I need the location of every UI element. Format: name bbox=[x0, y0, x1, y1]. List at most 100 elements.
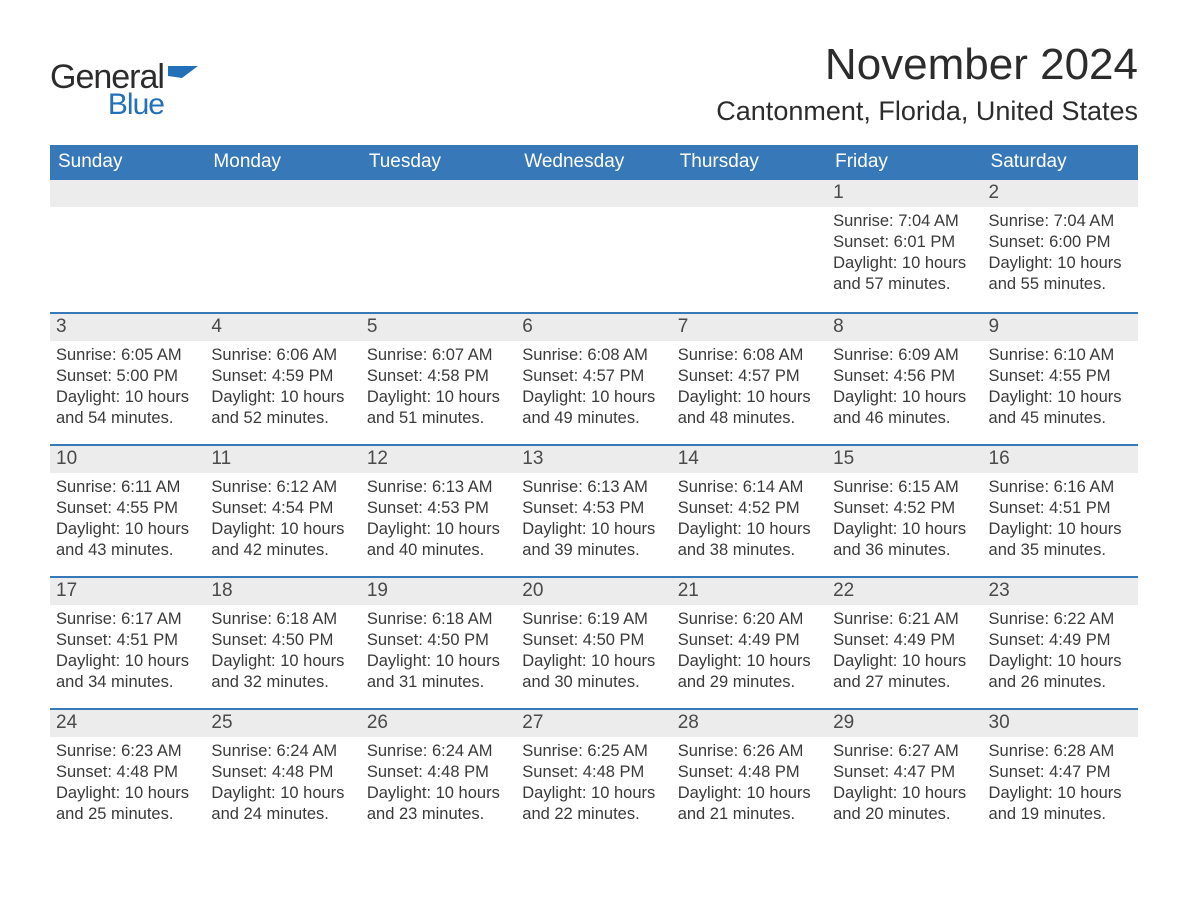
sunset-text: Sunset: 4:54 PM bbox=[211, 498, 354, 519]
day-body: Sunrise: 6:05 AMSunset: 5:00 PMDaylight:… bbox=[50, 341, 205, 435]
sunrise-text: Sunrise: 6:07 AM bbox=[367, 345, 510, 366]
daylight-text: Daylight: 10 hours and 24 minutes. bbox=[211, 783, 354, 825]
day-body: Sunrise: 6:21 AMSunset: 4:49 PMDaylight:… bbox=[827, 605, 982, 699]
sunset-text: Sunset: 4:57 PM bbox=[678, 366, 821, 387]
daylight-text: Daylight: 10 hours and 55 minutes. bbox=[989, 253, 1132, 295]
day-cell: 4Sunrise: 6:06 AMSunset: 4:59 PMDaylight… bbox=[205, 314, 360, 444]
sunset-text: Sunset: 4:48 PM bbox=[56, 762, 199, 783]
daylight-text: Daylight: 10 hours and 19 minutes. bbox=[989, 783, 1132, 825]
daylight-text: Daylight: 10 hours and 51 minutes. bbox=[367, 387, 510, 429]
sunrise-text: Sunrise: 6:08 AM bbox=[678, 345, 821, 366]
sunrise-text: Sunrise: 6:24 AM bbox=[211, 741, 354, 762]
day-body: Sunrise: 6:08 AMSunset: 4:57 PMDaylight:… bbox=[672, 341, 827, 435]
day-cell: 10Sunrise: 6:11 AMSunset: 4:55 PMDayligh… bbox=[50, 446, 205, 576]
day-number-empty bbox=[50, 180, 205, 207]
sunrise-text: Sunrise: 6:15 AM bbox=[833, 477, 976, 498]
day-body: Sunrise: 6:23 AMSunset: 4:48 PMDaylight:… bbox=[50, 737, 205, 831]
day-body: Sunrise: 6:18 AMSunset: 4:50 PMDaylight:… bbox=[361, 605, 516, 699]
day-number: 16 bbox=[983, 446, 1138, 473]
day-cell: 13Sunrise: 6:13 AMSunset: 4:53 PMDayligh… bbox=[516, 446, 671, 576]
daylight-text: Daylight: 10 hours and 54 minutes. bbox=[56, 387, 199, 429]
day-number: 1 bbox=[827, 180, 982, 207]
sunset-text: Sunset: 4:52 PM bbox=[678, 498, 821, 519]
day-number: 18 bbox=[205, 578, 360, 605]
day-body: Sunrise: 6:25 AMSunset: 4:48 PMDaylight:… bbox=[516, 737, 671, 831]
day-cell: 5Sunrise: 6:07 AMSunset: 4:58 PMDaylight… bbox=[361, 314, 516, 444]
daylight-text: Daylight: 10 hours and 34 minutes. bbox=[56, 651, 199, 693]
day-number: 30 bbox=[983, 710, 1138, 737]
day-body: Sunrise: 6:16 AMSunset: 4:51 PMDaylight:… bbox=[983, 473, 1138, 567]
day-number-empty bbox=[205, 180, 360, 207]
day-number: 7 bbox=[672, 314, 827, 341]
day-cell: 18Sunrise: 6:18 AMSunset: 4:50 PMDayligh… bbox=[205, 578, 360, 708]
day-cell: 24Sunrise: 6:23 AMSunset: 4:48 PMDayligh… bbox=[50, 710, 205, 840]
day-cell: 26Sunrise: 6:24 AMSunset: 4:48 PMDayligh… bbox=[361, 710, 516, 840]
daylight-text: Daylight: 10 hours and 21 minutes. bbox=[678, 783, 821, 825]
day-number: 2 bbox=[983, 180, 1138, 207]
day-body: Sunrise: 6:22 AMSunset: 4:49 PMDaylight:… bbox=[983, 605, 1138, 699]
day-cell: 8Sunrise: 6:09 AMSunset: 4:56 PMDaylight… bbox=[827, 314, 982, 444]
sunset-text: Sunset: 4:48 PM bbox=[211, 762, 354, 783]
sunrise-text: Sunrise: 6:19 AM bbox=[522, 609, 665, 630]
sunrise-text: Sunrise: 6:13 AM bbox=[367, 477, 510, 498]
day-number: 5 bbox=[361, 314, 516, 341]
day-cell: 16Sunrise: 6:16 AMSunset: 4:51 PMDayligh… bbox=[983, 446, 1138, 576]
day-body: Sunrise: 6:24 AMSunset: 4:48 PMDaylight:… bbox=[361, 737, 516, 831]
weekday-header: Tuesday bbox=[361, 145, 516, 180]
day-number: 28 bbox=[672, 710, 827, 737]
week-row: 24Sunrise: 6:23 AMSunset: 4:48 PMDayligh… bbox=[50, 708, 1138, 840]
day-cell: 1Sunrise: 7:04 AMSunset: 6:01 PMDaylight… bbox=[827, 180, 982, 312]
weekday-header: Wednesday bbox=[516, 145, 671, 180]
weekday-header-row: SundayMondayTuesdayWednesdayThursdayFrid… bbox=[50, 145, 1138, 180]
week-row: 3Sunrise: 6:05 AMSunset: 5:00 PMDaylight… bbox=[50, 312, 1138, 444]
sunset-text: Sunset: 4:50 PM bbox=[367, 630, 510, 651]
week-row: 1Sunrise: 7:04 AMSunset: 6:01 PMDaylight… bbox=[50, 180, 1138, 312]
day-cell: 15Sunrise: 6:15 AMSunset: 4:52 PMDayligh… bbox=[827, 446, 982, 576]
daylight-text: Daylight: 10 hours and 52 minutes. bbox=[211, 387, 354, 429]
day-cell: 22Sunrise: 6:21 AMSunset: 4:49 PMDayligh… bbox=[827, 578, 982, 708]
sunset-text: Sunset: 4:50 PM bbox=[522, 630, 665, 651]
logo-word-blue: Blue bbox=[108, 90, 164, 120]
day-cell: 19Sunrise: 6:18 AMSunset: 4:50 PMDayligh… bbox=[361, 578, 516, 708]
flag-icon bbox=[168, 66, 198, 93]
sunrise-text: Sunrise: 6:11 AM bbox=[56, 477, 199, 498]
sunrise-text: Sunrise: 6:08 AM bbox=[522, 345, 665, 366]
day-cell: 20Sunrise: 6:19 AMSunset: 4:50 PMDayligh… bbox=[516, 578, 671, 708]
day-body: Sunrise: 6:07 AMSunset: 4:58 PMDaylight:… bbox=[361, 341, 516, 435]
day-body: Sunrise: 6:08 AMSunset: 4:57 PMDaylight:… bbox=[516, 341, 671, 435]
sunset-text: Sunset: 4:59 PM bbox=[211, 366, 354, 387]
sunrise-text: Sunrise: 6:17 AM bbox=[56, 609, 199, 630]
day-body: Sunrise: 6:11 AMSunset: 4:55 PMDaylight:… bbox=[50, 473, 205, 567]
sunset-text: Sunset: 4:48 PM bbox=[522, 762, 665, 783]
sunset-text: Sunset: 6:00 PM bbox=[989, 232, 1132, 253]
weekday-header: Monday bbox=[205, 145, 360, 180]
daylight-text: Daylight: 10 hours and 32 minutes. bbox=[211, 651, 354, 693]
daylight-text: Daylight: 10 hours and 46 minutes. bbox=[833, 387, 976, 429]
daylight-text: Daylight: 10 hours and 48 minutes. bbox=[678, 387, 821, 429]
day-body: Sunrise: 6:24 AMSunset: 4:48 PMDaylight:… bbox=[205, 737, 360, 831]
sunrise-text: Sunrise: 6:09 AM bbox=[833, 345, 976, 366]
day-body: Sunrise: 6:27 AMSunset: 4:47 PMDaylight:… bbox=[827, 737, 982, 831]
day-number: 19 bbox=[361, 578, 516, 605]
sunrise-text: Sunrise: 6:05 AM bbox=[56, 345, 199, 366]
sunrise-text: Sunrise: 7:04 AM bbox=[989, 211, 1132, 232]
day-cell: 7Sunrise: 6:08 AMSunset: 4:57 PMDaylight… bbox=[672, 314, 827, 444]
day-number: 29 bbox=[827, 710, 982, 737]
sunrise-text: Sunrise: 6:06 AM bbox=[211, 345, 354, 366]
day-cell bbox=[361, 180, 516, 312]
day-body: Sunrise: 6:26 AMSunset: 4:48 PMDaylight:… bbox=[672, 737, 827, 831]
day-body: Sunrise: 6:18 AMSunset: 4:50 PMDaylight:… bbox=[205, 605, 360, 699]
sunrise-text: Sunrise: 6:18 AM bbox=[211, 609, 354, 630]
location: Cantonment, Florida, United States bbox=[716, 96, 1138, 127]
sunrise-text: Sunrise: 6:21 AM bbox=[833, 609, 976, 630]
day-number: 13 bbox=[516, 446, 671, 473]
day-cell bbox=[50, 180, 205, 312]
day-body: Sunrise: 6:14 AMSunset: 4:52 PMDaylight:… bbox=[672, 473, 827, 567]
day-body: Sunrise: 7:04 AMSunset: 6:01 PMDaylight:… bbox=[827, 207, 982, 301]
day-cell: 6Sunrise: 6:08 AMSunset: 4:57 PMDaylight… bbox=[516, 314, 671, 444]
daylight-text: Daylight: 10 hours and 42 minutes. bbox=[211, 519, 354, 561]
daylight-text: Daylight: 10 hours and 38 minutes. bbox=[678, 519, 821, 561]
day-number-empty bbox=[672, 180, 827, 207]
calendar: SundayMondayTuesdayWednesdayThursdayFrid… bbox=[50, 145, 1138, 840]
day-body: Sunrise: 6:06 AMSunset: 4:59 PMDaylight:… bbox=[205, 341, 360, 435]
